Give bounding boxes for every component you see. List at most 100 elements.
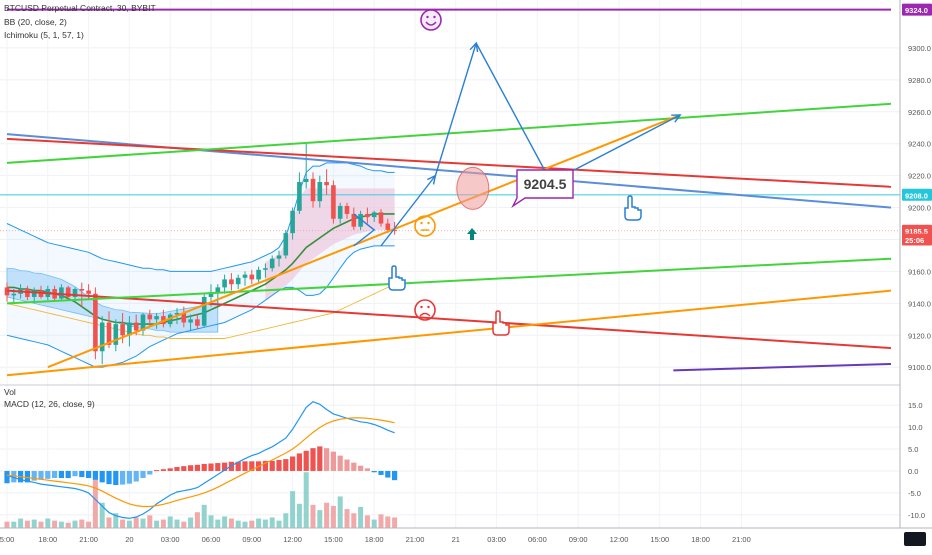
smiley-happy-icon[interactable]: [420, 9, 442, 31]
candle: [276, 250, 282, 267]
volume-bar: [72, 520, 78, 528]
macd-histogram-bar: [222, 462, 228, 471]
ichimoku-legend[interactable]: Ichimoku (5, 1, 57, 1): [4, 30, 84, 40]
candle-body: [242, 274, 248, 278]
volume-bar: [58, 521, 64, 528]
red-upper-channel-line[interactable]: [6, 137, 892, 188]
callout-box[interactable]: [511, 169, 574, 209]
callout-price-label: 9204.5: [524, 176, 567, 192]
candle-body: [31, 290, 37, 297]
volume-bar: [317, 510, 323, 528]
red-lower-channel-line[interactable]: [6, 289, 892, 350]
orange-support-low-line[interactable]: [6, 289, 892, 377]
volume-bar: [296, 503, 302, 528]
candle: [310, 172, 316, 208]
hand-pointer-icon[interactable]: [388, 265, 406, 291]
price-badge-label: 9324.0: [905, 6, 928, 15]
bb-upper-line: [6, 162, 395, 272]
macd-histogram-bar: [290, 456, 296, 471]
projection-arrow-segment[interactable]: [380, 175, 436, 247]
green-up-arrow-icon: [467, 228, 477, 240]
macd-histogram-bar: [45, 470, 51, 479]
macd-legend[interactable]: MACD (12, 26, close, 9): [4, 399, 95, 409]
candle: [59, 284, 64, 301]
hand-pointer-icon[interactable]: [624, 195, 642, 221]
candle-body: [303, 178, 309, 183]
time-tick-label: 03:00: [161, 535, 180, 544]
time-tick-label: 09:00: [569, 535, 588, 544]
projection-arrow-segment[interactable]: [434, 42, 477, 176]
projection-arrowhead[interactable]: [671, 114, 682, 123]
candle: [181, 306, 187, 328]
candle-body: [337, 205, 343, 219]
price-axis-background: [900, 0, 932, 550]
candle-body: [181, 312, 187, 323]
last-candle-arrow[interactable]: [353, 213, 376, 247]
macd-histogram-bar: [52, 470, 58, 478]
smiley-eye: [427, 221, 430, 225]
volume-bar: [126, 520, 132, 528]
volume-bar: [378, 514, 384, 528]
candle-body: [113, 324, 119, 345]
macd-histogram-bar: [174, 467, 180, 471]
highlight-circle[interactable]: [456, 166, 490, 210]
purple-bottom-line[interactable]: [673, 363, 892, 372]
volume-bar: [283, 513, 289, 528]
price-callout[interactable]: 9204.5: [511, 169, 574, 209]
time-tick-label: 06:00: [202, 535, 221, 544]
orange-support-steep-line[interactable]: [47, 114, 681, 369]
macd-histogram-bar: [392, 470, 398, 481]
candle-body: [215, 287, 221, 293]
candle: [188, 314, 193, 331]
bb-legend[interactable]: BB (20, close, 2): [4, 17, 67, 27]
volume-legend[interactable]: Vol: [4, 387, 16, 397]
smiley-face-outline: [420, 9, 442, 31]
smiley-sad-icon[interactable]: [414, 299, 436, 321]
macd-histogram-bar: [58, 470, 64, 478]
annotations[interactable]: 9204.5: [388, 9, 642, 336]
volume-bar: [4, 521, 10, 528]
volume-bar: [120, 519, 126, 528]
candle: [249, 269, 255, 285]
candle: [86, 284, 91, 301]
candle-body: [147, 314, 153, 320]
symbol-title[interactable]: BTCUSD Perpetual Contract, 30, BYBIT: [4, 3, 156, 13]
candle-body: [11, 293, 17, 296]
volume-bar: [194, 512, 200, 528]
macd-histogram-bar: [249, 461, 255, 471]
candle: [263, 263, 268, 278]
projection-arrow-segment[interactable]: [475, 42, 552, 183]
macd-histogram-bar: [324, 448, 330, 471]
macd-histogram-bar: [38, 470, 44, 480]
candle-body: [371, 212, 377, 218]
macd-tick-label: 5.0: [908, 445, 918, 454]
hand-pointer-shape: [388, 265, 406, 291]
volume-bar: [290, 491, 296, 528]
volume-bar: [160, 519, 166, 528]
price-tick-label: 9140.0: [908, 299, 931, 308]
time-tick-label: 12:00: [610, 535, 629, 544]
smiley-eye: [433, 15, 436, 19]
macd-histogram-bar: [364, 468, 370, 471]
hand-pointer-icon[interactable]: [492, 310, 510, 336]
smiley-eye: [420, 305, 423, 309]
volume-bar: [337, 496, 343, 528]
macd-histogram-bar: [99, 470, 105, 483]
tradingview-logo-icon: [904, 532, 926, 546]
macd-histogram-bar: [215, 463, 221, 471]
macd-histogram-bar: [371, 470, 377, 473]
candle-body: [25, 288, 30, 297]
green-lower-channel-line[interactable]: [6, 257, 892, 305]
macd-histogram-bar: [79, 470, 85, 478]
volume-bar: [52, 520, 58, 528]
macd-histogram-bar: [120, 470, 126, 485]
volume-bar: [99, 502, 105, 528]
smiley-mouth: [425, 21, 437, 26]
macd-histogram-bar: [276, 460, 282, 471]
candle-body: [297, 182, 302, 211]
volume-bar: [45, 518, 51, 528]
smiley-neutral-icon[interactable]: [414, 215, 436, 237]
